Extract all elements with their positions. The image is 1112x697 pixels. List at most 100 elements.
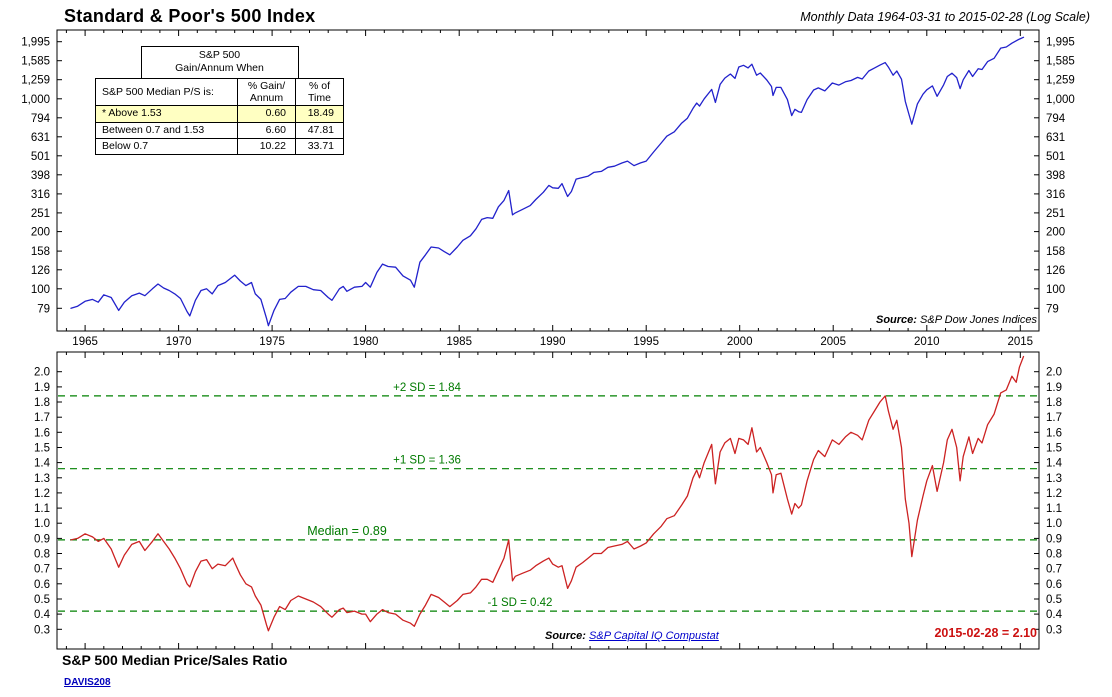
x-axis-label: 2005 — [820, 336, 846, 348]
y-axis-label-left: 501 — [31, 151, 50, 163]
sd-line-label: +2 SD = 1.84 — [393, 382, 461, 394]
stats-cell-gain: 6.60 — [237, 121, 296, 139]
x-axis-label: 1965 — [72, 336, 98, 348]
stats-col-header-gain: % Gain/ Annum — [237, 78, 296, 107]
bottom-chart-source: Source: S&P Capital IQ Compustat — [545, 630, 719, 642]
stats-cell-label: Below 0.7 — [95, 137, 238, 155]
x-axis-label: 1985 — [446, 336, 472, 348]
source-label: Source: — [545, 630, 586, 642]
source-link[interactable]: S&P Capital IQ Compustat — [589, 630, 719, 642]
gain-header-line2: Annum — [249, 92, 284, 105]
y-axis-label-left: 200 — [31, 227, 50, 239]
y-axis-label-left: 1.6 — [34, 427, 50, 439]
y-axis-label-right: 2.0 — [1046, 367, 1062, 379]
bottom-axis-title: S&P 500 Median Price/Sales Ratio — [62, 652, 288, 668]
y-axis-label-right: 316 — [1046, 189, 1065, 201]
y-axis-label-right: 0.3 — [1046, 624, 1062, 636]
y-axis-label-right: 1.3 — [1046, 473, 1062, 485]
stats-cell-label: Between 0.7 and 1.53 — [95, 121, 238, 139]
y-axis-label-left: 0.8 — [34, 549, 50, 561]
y-axis-label-left: 1.2 — [34, 488, 50, 500]
plot-frame — [56, 351, 1040, 650]
y-axis-label-left: 1.8 — [34, 397, 50, 409]
stats-table: S&P 500 Gain/Annum When S&P 500 Median P… — [95, 46, 344, 155]
stats-grid: S&P 500 Median P/S is: % Gain/ Annum % o… — [95, 78, 344, 155]
y-axis-label-right: 1,259 — [1046, 75, 1075, 87]
y-axis-label-right: 1,000 — [1046, 94, 1075, 106]
stats-cell-time: 18.49 — [295, 105, 344, 123]
y-axis-label-left: 158 — [31, 246, 50, 258]
stats-cell-time: 33.71 — [295, 137, 344, 155]
source-label: Source: — [875, 314, 917, 326]
y-axis-label-left: 1.4 — [34, 458, 51, 470]
x-axis-label: 1970 — [166, 336, 192, 348]
stats-header-row: S&P 500 Median P/S is: % Gain/ Annum % o… — [95, 78, 344, 107]
y-axis-label-right: 126 — [1046, 265, 1065, 277]
source-name: S&P Dow Jones Indices — [920, 314, 1037, 326]
page-subtitle: Monthly Data 1964-03-31 to 2015-02-28 (L… — [800, 10, 1090, 24]
y-axis-label-right: 158 — [1046, 246, 1065, 258]
y-axis-label-right: 631 — [1046, 132, 1065, 144]
x-axis-label: 1995 — [633, 336, 659, 348]
stats-cell-label: * Above 1.53 — [95, 105, 238, 123]
y-axis-label-right: 1.9 — [1046, 382, 1062, 394]
sd-line-label: +1 SD = 1.36 — [393, 455, 461, 467]
y-axis-label-left: 1,585 — [21, 56, 50, 68]
y-axis-label-right: 0.8 — [1046, 549, 1062, 561]
y-axis-label-left: 0.3 — [34, 624, 50, 636]
y-axis-label-right: 0.5 — [1046, 594, 1062, 606]
stats-table-title-line2: Gain/Annum When — [175, 62, 264, 75]
stats-table-title-line1: S&P 500 — [198, 49, 241, 61]
y-axis-label-left: 1.7 — [34, 412, 50, 424]
y-axis-label-right: 1.2 — [1046, 488, 1062, 500]
stats-row: Between 0.7 and 1.53 6.60 47.81 — [95, 121, 344, 139]
x-axis-label: 2000 — [727, 336, 753, 348]
sp500-price-line — [70, 36, 1025, 327]
page-title: Standard & Poor's 500 Index — [64, 6, 316, 26]
davis-watermark-link[interactable]: DAVIS208 — [64, 677, 111, 688]
y-axis-label-left: 1.0 — [34, 518, 50, 530]
y-axis-label-right: 200 — [1046, 227, 1065, 239]
sd-line-label: -1 SD = 0.42 — [488, 597, 553, 609]
y-axis-label-right: 1.5 — [1046, 443, 1062, 455]
stats-cell-gain: 10.22 — [237, 137, 296, 155]
stats-cell-time: 47.81 — [295, 121, 344, 139]
plot-frame — [56, 29, 1040, 332]
y-axis-label-left: 398 — [31, 170, 50, 182]
y-axis-label-right: 1.8 — [1046, 397, 1062, 409]
stats-row: * Above 1.53 0.60 18.49 — [95, 105, 344, 123]
y-axis-label-right: 100 — [1046, 284, 1065, 296]
y-axis-label-right: 398 — [1046, 170, 1065, 182]
y-axis-label-left: 0.6 — [34, 579, 50, 591]
y-axis-label-left: 316 — [31, 189, 50, 201]
x-axis-label: 1980 — [353, 336, 379, 348]
y-axis-label-left: 631 — [31, 132, 50, 144]
median-price-sales-line — [70, 355, 1025, 632]
stats-col-header-time: % of Time — [295, 78, 344, 107]
y-axis-label-left: 126 — [31, 265, 50, 277]
y-axis-label-right: 501 — [1046, 151, 1065, 163]
y-axis-label-right: 1.7 — [1046, 412, 1062, 424]
y-axis-label-left: 0.9 — [34, 533, 50, 545]
time-header-line1: % of — [308, 80, 330, 93]
stats-col-header-label: S&P 500 Median P/S is: — [95, 78, 238, 107]
gain-header-line1: % Gain/ — [247, 80, 286, 93]
y-axis-label-right: 1.0 — [1046, 518, 1062, 530]
x-axis-label: 2010 — [914, 336, 940, 348]
latest-value-annotation: 2015-02-28 = 2.10 — [934, 626, 1037, 640]
y-axis-label-left: 1.1 — [34, 503, 50, 515]
y-axis-label-left: 1.5 — [34, 443, 50, 455]
y-axis-label-left: 1,259 — [21, 75, 50, 87]
x-axis-label: 1975 — [259, 336, 285, 348]
y-axis-label-left: 79 — [37, 303, 50, 315]
top-chart-source: Source: S&P Dow Jones Indices — [876, 314, 1037, 326]
y-axis-label-left: 0.4 — [34, 609, 51, 621]
y-axis-label-left: 251 — [31, 208, 50, 220]
stats-table-title: S&P 500 Gain/Annum When — [140, 46, 299, 80]
y-axis-label-right: 1.1 — [1046, 503, 1062, 515]
y-axis-label-left: 0.7 — [34, 564, 50, 576]
x-axis-label: 2015 — [1008, 336, 1034, 348]
y-axis-label-left: 794 — [31, 113, 51, 125]
y-axis-label-right: 794 — [1046, 113, 1066, 125]
y-axis-label-right: 1.6 — [1046, 427, 1062, 439]
